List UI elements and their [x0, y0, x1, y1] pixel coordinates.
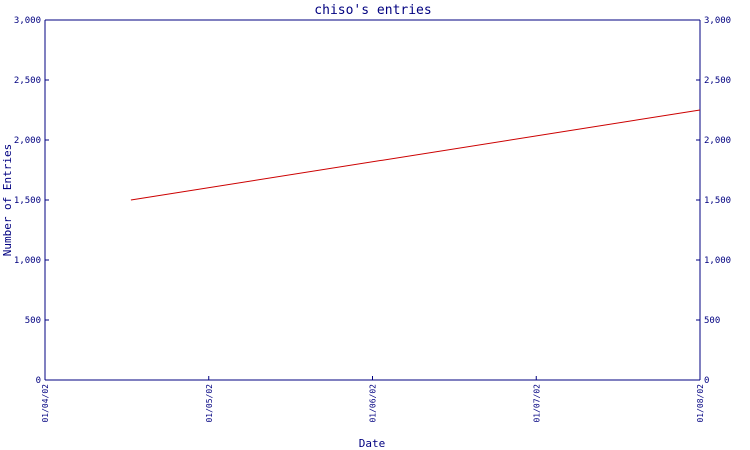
y-ticks-right: 0 500 1,000 1,500 2,000 2,500 3,000 [696, 16, 731, 386]
series-layer [130, 109, 701, 201]
y-tick-right-label: 500 [704, 316, 720, 326]
y-tick-left-label: 2,000 [14, 136, 41, 146]
y-axis-label: Number of Entries [1, 144, 14, 257]
plot-frame [44, 19, 701, 381]
y-tick-left-label: 2,500 [14, 76, 41, 86]
y-tick-left-label: 500 [25, 316, 41, 326]
y-tick-left-label: 3,000 [14, 16, 41, 26]
y-tick-right-label: 2,500 [704, 76, 731, 86]
y-tick-left-label: 1,500 [14, 196, 41, 206]
x-tick-label: 01/06/02 [369, 384, 378, 423]
y-tick-right-label: 3,000 [704, 16, 731, 26]
y-tick-left-label: 1,000 [14, 256, 41, 266]
chart-title: chiso's entries [314, 3, 431, 18]
x-axis-label: Date [359, 437, 386, 450]
y-tick-left-label: 0 [36, 376, 41, 386]
y-ticks-left: 0 500 1,000 1,500 2,000 2,500 3,000 [14, 16, 49, 386]
series-line [130, 109, 701, 201]
y-tick-right-label: 1,500 [704, 196, 731, 206]
x-tick-label: 01/08/02 [696, 384, 705, 423]
x-tick-label: 01/05/02 [205, 384, 214, 423]
x-ticks: 01/04/02 01/05/02 01/06/02 01/07/02 01/08/02 [41, 376, 705, 423]
y-tick-right-label: 0 [704, 376, 709, 386]
x-tick-label: 01/04/02 [41, 384, 50, 423]
x-tick-label: 01/07/02 [532, 384, 541, 423]
y-tick-right-label: 1,000 [704, 256, 731, 266]
y-tick-right-label: 2,000 [704, 136, 731, 146]
